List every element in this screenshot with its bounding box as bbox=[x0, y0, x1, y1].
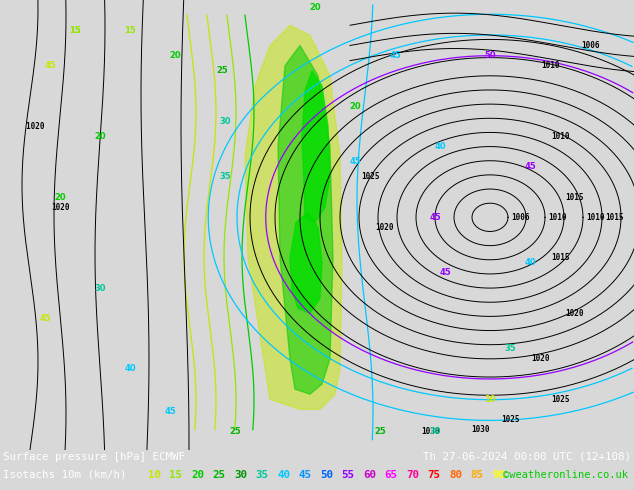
Text: 45: 45 bbox=[44, 61, 56, 70]
Text: Th 27-06-2024 00:00 UTC (12+108): Th 27-06-2024 00:00 UTC (12+108) bbox=[423, 452, 631, 462]
Text: 35: 35 bbox=[256, 470, 269, 480]
Polygon shape bbox=[290, 212, 322, 314]
Text: 1025: 1025 bbox=[551, 395, 569, 404]
Text: 45: 45 bbox=[524, 162, 536, 171]
Text: Isotachs 10m (km/h): Isotachs 10m (km/h) bbox=[3, 470, 127, 480]
Text: 20: 20 bbox=[191, 470, 204, 480]
Text: 10: 10 bbox=[484, 395, 496, 404]
Text: ©weatheronline.co.uk: ©weatheronline.co.uk bbox=[503, 470, 628, 480]
Text: 1010: 1010 bbox=[548, 213, 567, 222]
Text: 45: 45 bbox=[164, 407, 176, 416]
Text: 65: 65 bbox=[384, 470, 398, 480]
Text: 15: 15 bbox=[169, 470, 183, 480]
Text: 25: 25 bbox=[229, 427, 241, 436]
Text: 75: 75 bbox=[427, 470, 441, 480]
Text: 50: 50 bbox=[320, 470, 333, 480]
Text: 45: 45 bbox=[439, 269, 451, 277]
Text: 30: 30 bbox=[94, 284, 106, 293]
Text: 1030: 1030 bbox=[471, 425, 489, 434]
Text: 45: 45 bbox=[349, 157, 361, 166]
Text: Surface pressure [hPa] ECMWF: Surface pressure [hPa] ECMWF bbox=[3, 452, 185, 462]
Text: 1010: 1010 bbox=[586, 213, 604, 222]
Text: 30: 30 bbox=[429, 427, 441, 436]
Text: 45: 45 bbox=[39, 314, 51, 323]
Text: 30: 30 bbox=[234, 470, 247, 480]
Text: 25: 25 bbox=[212, 470, 226, 480]
Text: 1020: 1020 bbox=[566, 309, 585, 318]
Text: 20: 20 bbox=[349, 101, 361, 111]
Text: 85: 85 bbox=[470, 470, 484, 480]
Text: 15: 15 bbox=[69, 26, 81, 35]
Text: 1015: 1015 bbox=[566, 193, 585, 201]
Text: 55: 55 bbox=[342, 470, 354, 480]
Text: 10: 10 bbox=[148, 470, 161, 480]
Text: 45: 45 bbox=[299, 470, 311, 480]
Text: 50: 50 bbox=[484, 51, 496, 60]
Text: 20: 20 bbox=[169, 51, 181, 60]
Text: 1025: 1025 bbox=[361, 172, 379, 181]
Text: 15: 15 bbox=[69, 26, 81, 35]
Text: 80: 80 bbox=[449, 470, 462, 480]
Text: 35: 35 bbox=[219, 172, 231, 181]
Text: 20: 20 bbox=[54, 193, 66, 201]
Polygon shape bbox=[245, 25, 342, 409]
Text: 25: 25 bbox=[374, 427, 386, 436]
Text: 40: 40 bbox=[434, 142, 446, 151]
Text: 45: 45 bbox=[389, 51, 401, 60]
Text: 35: 35 bbox=[504, 344, 516, 353]
Text: 40: 40 bbox=[277, 470, 290, 480]
Polygon shape bbox=[302, 71, 330, 222]
Text: 1020: 1020 bbox=[27, 122, 49, 131]
Text: 90: 90 bbox=[492, 470, 505, 480]
Text: 15: 15 bbox=[124, 26, 136, 35]
Text: 60: 60 bbox=[363, 470, 376, 480]
Text: 1010: 1010 bbox=[541, 61, 559, 70]
Text: 45: 45 bbox=[429, 213, 441, 222]
Text: 1006: 1006 bbox=[511, 213, 529, 222]
Text: 1006: 1006 bbox=[581, 41, 599, 50]
Text: 40: 40 bbox=[524, 258, 536, 268]
Text: 1025: 1025 bbox=[501, 415, 519, 424]
Text: 1020: 1020 bbox=[376, 223, 394, 232]
Text: 30: 30 bbox=[219, 117, 231, 126]
Text: 1020: 1020 bbox=[51, 203, 69, 212]
Polygon shape bbox=[278, 46, 333, 394]
Text: 25: 25 bbox=[216, 66, 228, 75]
Text: 1010: 1010 bbox=[551, 132, 569, 141]
Text: 40: 40 bbox=[124, 365, 136, 373]
Text: 20: 20 bbox=[309, 2, 321, 12]
Text: 1015: 1015 bbox=[605, 213, 623, 222]
Text: 1015: 1015 bbox=[551, 253, 569, 262]
Text: 70: 70 bbox=[406, 470, 419, 480]
Text: 20: 20 bbox=[94, 132, 106, 141]
Text: 1030: 1030 bbox=[421, 427, 439, 436]
Text: 1020: 1020 bbox=[531, 354, 549, 364]
